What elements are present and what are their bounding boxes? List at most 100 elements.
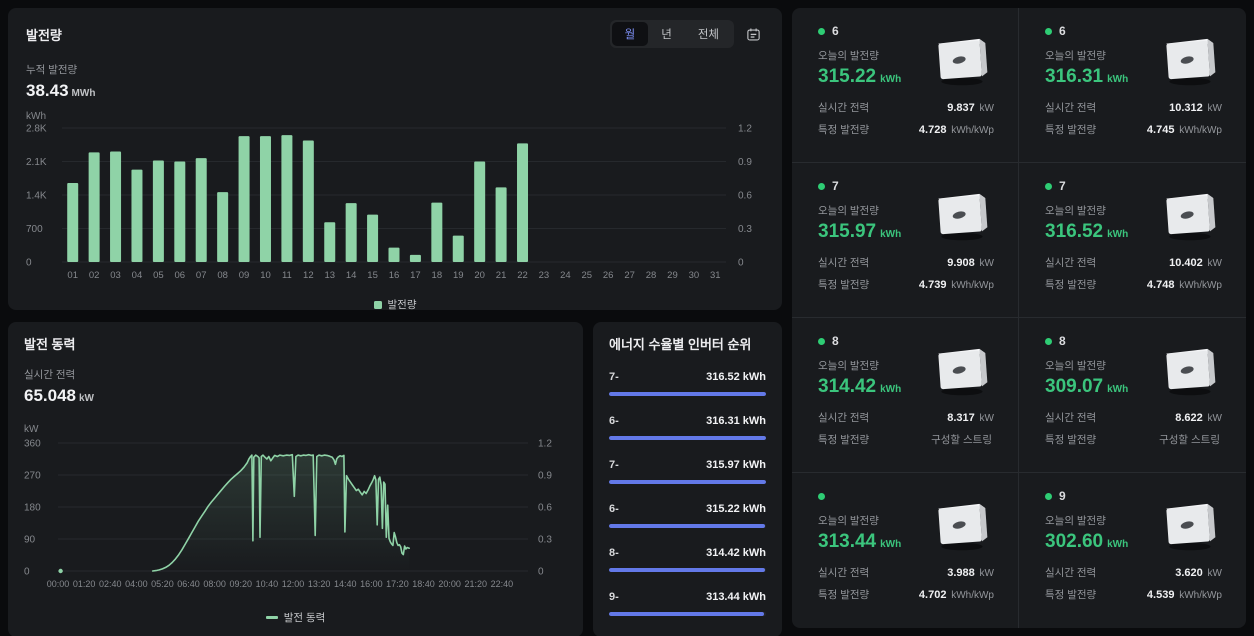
svg-text:0: 0: [24, 567, 30, 578]
inverter-cards-panel: 6 오늘의 발전량 315.22 kWh: [792, 8, 1246, 628]
bar-chart-legend: 발전량: [26, 297, 764, 312]
svg-text:31: 31: [710, 270, 721, 281]
inverter-name: 9-: [609, 591, 619, 603]
period-tabs: 월 년 전체: [609, 20, 734, 48]
specific-yield-label: 특정 발전량: [1045, 124, 1097, 136]
svg-text:1.2: 1.2: [738, 124, 752, 135]
specific-yield-value: 4.739 kWh/kWp: [918, 279, 994, 291]
inverter-card[interactable]: 6 오늘의 발전량 316.31 kWh: [1019, 8, 1246, 163]
today-generation-unit: kWh: [1107, 74, 1129, 85]
inverter-device-image: [1158, 30, 1220, 93]
specific-yield-value: 4.728 kWh/kWp: [918, 124, 994, 136]
svg-text:22: 22: [517, 270, 528, 281]
svg-text:0: 0: [738, 258, 744, 269]
realtime-power-value: 10.402 kW: [1169, 257, 1222, 269]
inverter-device-image: [1158, 185, 1220, 248]
inverter-device-image: [930, 340, 992, 403]
specific-yield-value: 4.748 kWh/kWp: [1146, 279, 1222, 291]
realtime-power-value: 3.620 kW: [1175, 567, 1222, 579]
inverter-card[interactable]: 오늘의 발전량 313.44 kWh 실시간 전력 3.988 kW: [792, 473, 1019, 628]
line-chart-legend: 발전 동력: [24, 610, 567, 625]
svg-text:19: 19: [453, 270, 464, 281]
inverter-card[interactable]: 7 오늘의 발전량 315.97 kWh: [792, 163, 1019, 318]
inverter-yield: 315.97 kWh: [706, 459, 766, 471]
specific-yield-label: 특정 발전량: [818, 589, 870, 601]
svg-text:05:20: 05:20: [151, 579, 174, 589]
svg-text:05: 05: [153, 270, 164, 281]
realtime-power-label: 실시간 전력: [818, 102, 870, 114]
tab-month[interactable]: 월: [611, 22, 649, 46]
legend-line-swatch: [265, 616, 278, 619]
specific-yield-value: 4.702 kWh/kWp: [918, 589, 994, 601]
specific-yield-value: 4.539 kWh/kWp: [1146, 589, 1222, 601]
svg-text:14: 14: [346, 270, 357, 281]
inverter-card[interactable]: 8 오늘의 발전량 309.07 kWh: [1019, 318, 1246, 473]
legend-swatch-green: [373, 300, 382, 309]
inverter-name: 8: [832, 334, 839, 348]
svg-text:10:40: 10:40: [256, 579, 279, 589]
inverter-name: 8: [1059, 334, 1066, 348]
svg-text:08: 08: [217, 270, 228, 281]
ranking-panel-title: 에너지 수율별 인버터 순위: [609, 337, 752, 352]
svg-text:27: 27: [624, 270, 635, 281]
specific-yield-value: 구성할 스트링: [931, 434, 992, 446]
realtime-power-unit: kW: [79, 393, 94, 404]
yield-bar: [609, 568, 765, 572]
svg-text:1.4K: 1.4K: [26, 191, 47, 202]
today-generation-label: 오늘의 발전량: [1045, 50, 1106, 62]
svg-text:700: 700: [26, 224, 43, 235]
inverter-name: 7-: [609, 459, 619, 471]
realtime-power-value: 3.988 kW: [947, 567, 994, 579]
svg-text:04:00: 04:00: [125, 579, 148, 589]
today-generation-label: 오늘의 발전량: [818, 205, 879, 217]
svg-text:03: 03: [110, 270, 121, 281]
yield-bar: [609, 612, 765, 616]
svg-text:29: 29: [667, 270, 678, 281]
inverter-device-image: [1158, 340, 1220, 403]
inverter-card[interactable]: 9 오늘의 발전량 302.60 kWh: [1019, 473, 1246, 628]
status-dot: [1045, 27, 1052, 35]
legend-label: 발전 동력: [283, 612, 326, 624]
today-generation-label: 오늘의 발전량: [818, 515, 879, 527]
power-panel: 발전 동력 실시간 전력 65.048 kW kW 0 0 90 0.3 180 0.6 27…: [8, 322, 583, 636]
inverter-card[interactable]: 6 오늘의 발전량 315.22 kWh: [792, 8, 1019, 163]
inverter-name: 7: [832, 179, 839, 193]
inverter-name: 7-: [609, 371, 619, 383]
power-line-chart: 0 0 90 0.3 180 0.6 270 0.9 360 1.2 00:00 01:20 02:40…: [24, 439, 552, 590]
inverter-yield: 316.52 kWh: [706, 371, 766, 383]
svg-text:11: 11: [282, 270, 292, 281]
inverter-name: 8-: [609, 547, 619, 559]
svg-text:30: 30: [689, 270, 700, 281]
svg-text:0.9: 0.9: [538, 471, 552, 482]
left-column: 발전량 월 년 전체: [8, 8, 782, 636]
ranking-item[interactable]: 6- 315.22 kWh: [609, 493, 766, 537]
today-generation-value: 315.22 kWh: [818, 66, 902, 87]
svg-text:12: 12: [303, 270, 314, 281]
legend-label: 발전량: [387, 299, 417, 311]
inverter-card[interactable]: 7 오늘의 발전량 316.52 kWh: [1019, 163, 1246, 318]
inverter-name: 6: [1059, 24, 1066, 38]
tab-total[interactable]: 전체: [697, 29, 719, 41]
today-generation-value: 309.07 kWh: [1045, 376, 1129, 397]
tab-year[interactable]: 년: [661, 29, 672, 41]
ranking-item[interactable]: 7- 315.97 kWh: [609, 449, 766, 493]
power-panel-title: 발전 동력: [24, 337, 76, 352]
calendar-icon[interactable]: [742, 23, 764, 45]
realtime-power-value: 65.048 kW: [24, 386, 94, 405]
ranking-item[interactable]: 9- 313.44 kWh: [609, 581, 766, 625]
cumulative-generation-value: 38.43 MWh: [26, 81, 96, 100]
svg-text:02: 02: [89, 270, 100, 281]
today-generation-value: 314.42 kWh: [818, 376, 902, 397]
svg-text:0: 0: [26, 258, 32, 269]
yield-bar: [609, 480, 766, 484]
ranking-item[interactable]: 7- 316.52 kWh: [609, 361, 766, 405]
inverter-card[interactable]: 8 오늘의 발전량 314.42 kWh: [792, 318, 1019, 473]
specific-yield-label: 특정 발전량: [1045, 434, 1097, 446]
realtime-power-value: 10.312 kW: [1169, 102, 1222, 114]
svg-text:0.6: 0.6: [738, 191, 752, 202]
realtime-power-label: 실시간 전력: [1045, 102, 1097, 114]
svg-text:20: 20: [474, 270, 485, 281]
inverter-name: 6-: [609, 415, 619, 427]
ranking-item[interactable]: 6- 316.31 kWh: [609, 405, 766, 449]
ranking-item[interactable]: 8- 314.42 kWh: [609, 537, 766, 581]
